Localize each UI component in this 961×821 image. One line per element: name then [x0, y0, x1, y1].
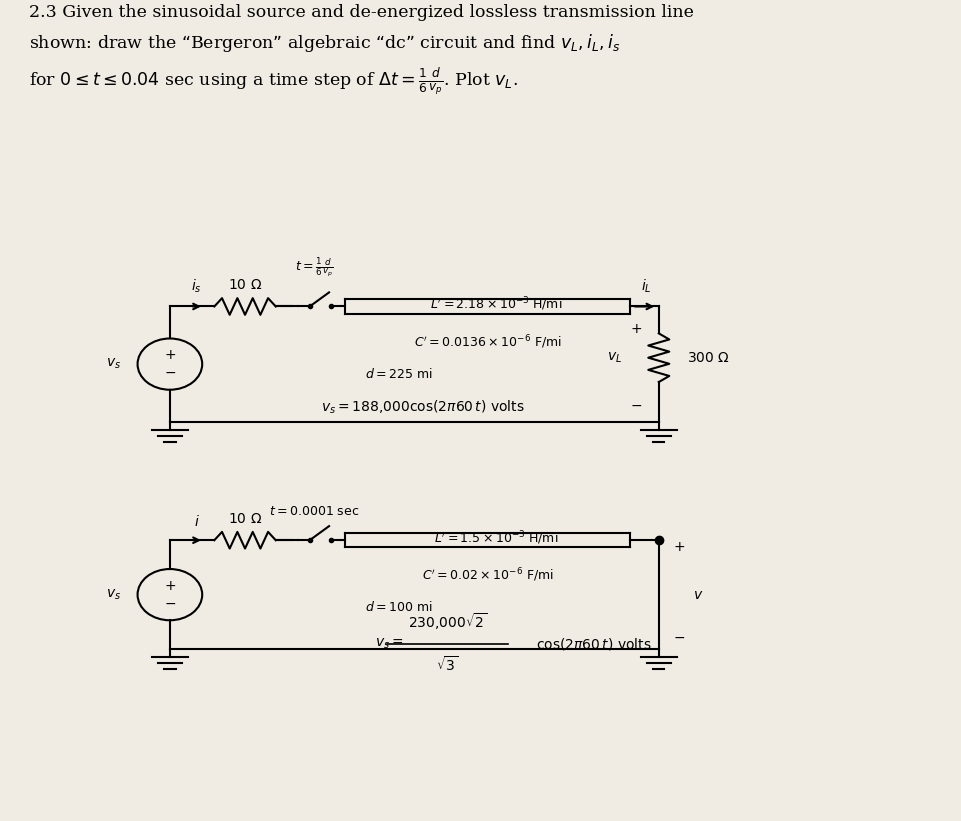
Text: $i$: $i$ — [193, 514, 199, 529]
Text: $v_s$: $v_s$ — [106, 357, 121, 371]
Text: 2.3 Given the sinusoidal source and de-energized lossless transmission line
show: 2.3 Given the sinusoidal source and de-e… — [29, 4, 693, 97]
Text: +: + — [673, 539, 684, 553]
Text: $\cos(2\pi 60\, t)$ volts: $\cos(2\pi 60\, t)$ volts — [536, 636, 652, 652]
Text: $d = 225$ mi: $d = 225$ mi — [365, 367, 432, 381]
Text: −: − — [629, 399, 641, 413]
Text: $C' = 0.02 \times 10^{-6}$ F/mi: $C' = 0.02 \times 10^{-6}$ F/mi — [422, 566, 554, 585]
Text: $L' = 1.5 \times 10^{-3}$ H/mi: $L' = 1.5 \times 10^{-3}$ H/mi — [433, 530, 557, 547]
Text: +: + — [164, 348, 176, 362]
Text: 300 $\Omega$: 300 $\Omega$ — [686, 351, 729, 365]
Text: $v_s =$: $v_s =$ — [374, 637, 403, 651]
Text: $d = 100$ mi: $d = 100$ mi — [365, 600, 432, 614]
Text: −: − — [673, 631, 684, 644]
Text: $L' = 2.18 \times 10^{-3}$ H/mi: $L' = 2.18 \times 10^{-3}$ H/mi — [430, 296, 561, 314]
Text: $t=\frac{1}{6}\frac{d}{v_p}$: $t=\frac{1}{6}\frac{d}{v_p}$ — [295, 256, 333, 277]
Text: $v_s = 188{,}000 \cos(2\pi 60\, t)$ volts: $v_s = 188{,}000 \cos(2\pi 60\, t)$ volt… — [321, 399, 525, 416]
Text: 10 $\Omega$: 10 $\Omega$ — [228, 278, 261, 292]
Text: $v_s$: $v_s$ — [106, 588, 121, 602]
Text: $i_s$: $i_s$ — [191, 277, 202, 295]
Text: $\sqrt{3}$: $\sqrt{3}$ — [436, 655, 458, 674]
Text: 10 $\Omega$: 10 $\Omega$ — [228, 512, 261, 526]
Text: $v$: $v$ — [692, 588, 702, 602]
Text: $t = 0.0001$ sec: $t = 0.0001$ sec — [269, 505, 359, 518]
Text: +: + — [164, 579, 176, 593]
Text: $v_L$: $v_L$ — [606, 351, 621, 365]
Text: $C' = 0.0136 \times 10^{-6}$ F/mi: $C' = 0.0136 \times 10^{-6}$ F/mi — [413, 333, 561, 351]
Text: $i_L$: $i_L$ — [641, 277, 652, 295]
Text: +: + — [629, 322, 641, 336]
Text: −: − — [164, 366, 176, 380]
Text: $230{,}000\sqrt{2}$: $230{,}000\sqrt{2}$ — [407, 612, 486, 632]
Text: −: − — [164, 597, 176, 611]
